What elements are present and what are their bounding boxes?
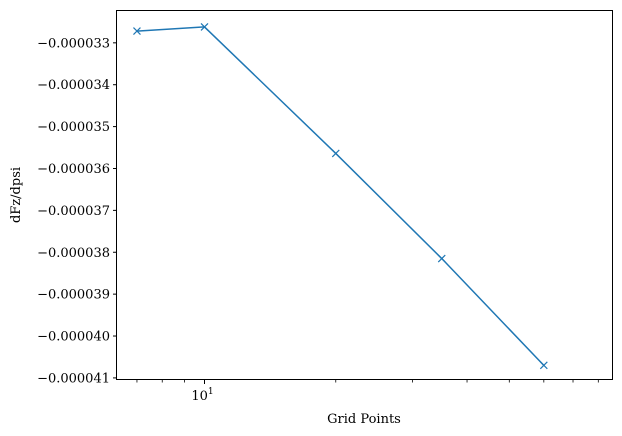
- y-tick-label: −0.000035: [37, 120, 110, 135]
- y-tick-label: −0.000036: [37, 162, 110, 177]
- data-point-marker: [133, 27, 141, 36]
- y-tick-label: −0.000039: [37, 288, 110, 303]
- y-tick-label: −0.000041: [37, 371, 110, 386]
- y-tick-label: −0.000034: [37, 78, 110, 93]
- data-point-marker: [331, 149, 340, 158]
- y-tick-label: −0.000040: [37, 330, 110, 345]
- plot-frame: [116, 10, 613, 380]
- y-axis-ticks: −0.000033 −0.000034 −0.000035 −0.000036 −0.0…: [37, 36, 117, 386]
- x-axis-ticks: 101: [191, 380, 214, 404]
- data-point-marker: [539, 361, 548, 370]
- y-tick-label: −0.000038: [37, 246, 110, 261]
- series-layer: [133, 22, 548, 370]
- y-tick-label: −0.000037: [37, 204, 110, 219]
- data-point-marker: [437, 254, 446, 263]
- data-point-marker: [200, 22, 209, 31]
- x-axis-label: Grid Points: [327, 412, 401, 427]
- x-minor-ticks: [136, 380, 599, 383]
- y-axis-label: dFz/dpsi: [9, 167, 24, 223]
- y-tick-label: −0.000033: [37, 36, 110, 51]
- x-tick-label: 101: [191, 387, 213, 404]
